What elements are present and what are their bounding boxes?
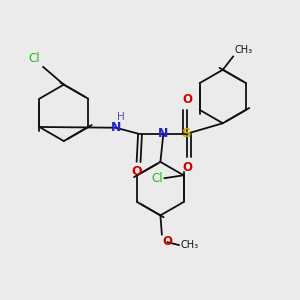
Text: CH₃: CH₃ (235, 46, 253, 56)
Text: Cl: Cl (28, 52, 40, 65)
Text: O: O (182, 161, 192, 174)
Text: O: O (163, 235, 172, 248)
Text: O: O (182, 93, 192, 106)
Text: O: O (131, 166, 142, 178)
Text: N: N (111, 121, 121, 134)
Text: CH₃: CH₃ (180, 240, 198, 250)
Text: H: H (117, 112, 125, 122)
Text: N: N (158, 127, 169, 140)
Text: S: S (182, 127, 192, 140)
Text: Cl: Cl (151, 172, 163, 185)
